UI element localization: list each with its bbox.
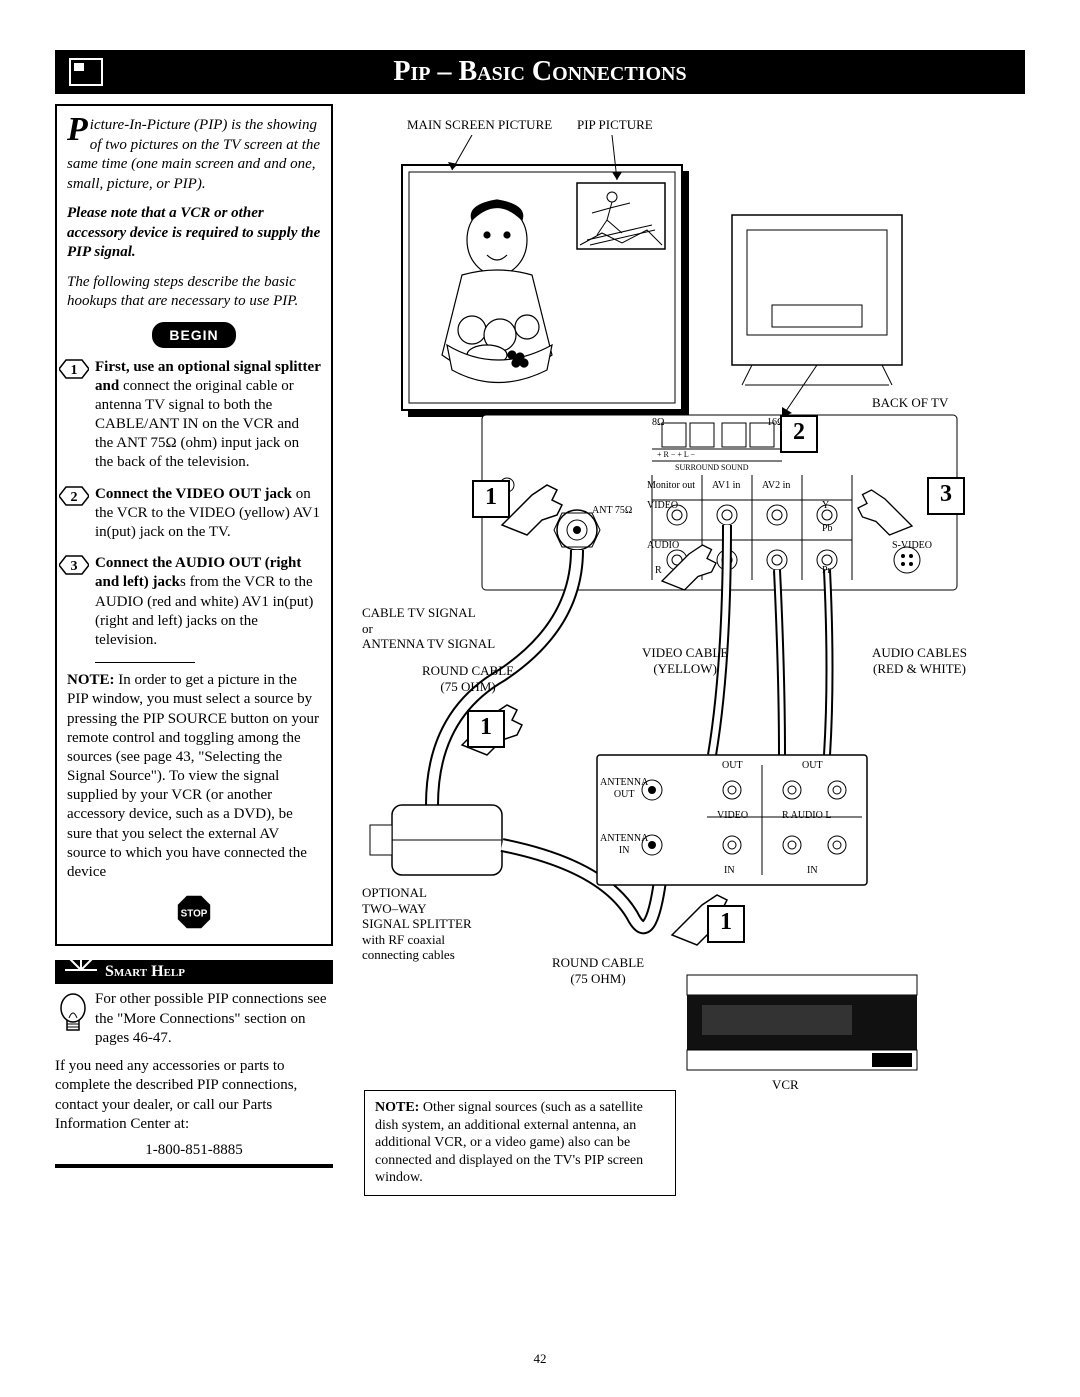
label-video-jack: VIDEO bbox=[717, 810, 748, 822]
shadow-line bbox=[55, 1164, 333, 1168]
label-audio-r: R AUDIO L bbox=[782, 810, 831, 822]
label-video-cable: VIDEO CABLE (YELLOW) bbox=[642, 645, 728, 676]
label-cable-signal: CABLE TV SIGNAL or ANTENNA TV SIGNAL bbox=[362, 605, 495, 652]
left-column: P icture-In-Picture (PIP) is the showing… bbox=[55, 104, 333, 1316]
intro-para2: Please note that a VCR or other accessor… bbox=[67, 204, 321, 263]
label-out1: OUT bbox=[722, 760, 743, 772]
label-r-j: R bbox=[655, 565, 662, 577]
label-pb: Pb bbox=[822, 523, 833, 535]
step-marker-1: 1 bbox=[59, 358, 89, 380]
svg-text:2: 2 bbox=[71, 490, 78, 505]
page-number: 42 bbox=[534, 1351, 547, 1367]
note-paragraph: NOTE: In order to get a picture in the P… bbox=[67, 671, 321, 882]
phone-number: 1-800-851-8885 bbox=[55, 1141, 333, 1161]
step-1-rest: connect the original cable or antenna TV… bbox=[95, 378, 299, 471]
step-2: 2 Connect the VIDEO OUT jack on the VCR … bbox=[67, 485, 321, 543]
rays-icon bbox=[61, 950, 101, 990]
label-round-cable2: ROUND CABLE (75 OHM) bbox=[552, 955, 644, 986]
label-8ohm: 8Ω bbox=[652, 417, 664, 429]
note-text: In order to get a picture in the PIP win… bbox=[67, 672, 319, 880]
callout-2: 2 bbox=[780, 415, 818, 453]
label-back-of-tv: BACK OF TV bbox=[872, 395, 948, 411]
lightbulb-icon bbox=[55, 990, 91, 1040]
label-main-screen: MAIN SCREEN PICTURE bbox=[407, 117, 552, 133]
label-out2: OUT bbox=[802, 760, 823, 772]
svg-text:STOP: STOP bbox=[181, 909, 208, 920]
label-vcr: VCR bbox=[772, 1077, 799, 1093]
label-surround: SURROUND SOUND bbox=[675, 463, 749, 473]
smart-help-bar: Smart Help bbox=[55, 960, 333, 984]
step-2-bold: Connect the VIDEO OUT jack bbox=[95, 486, 292, 502]
label-antenna-out: ANTENNA OUT bbox=[600, 777, 648, 801]
note-separator bbox=[95, 662, 195, 663]
label-av1-in: AV1 in bbox=[712, 480, 740, 492]
callout-1a: 1 bbox=[472, 480, 510, 518]
label-monitor-out: Monitor out bbox=[647, 480, 695, 492]
label-y: Y bbox=[822, 500, 829, 512]
label-audio-cables: AUDIO CABLES (RED & WHITE) bbox=[872, 645, 967, 676]
step-1: 1 First, use an optional signal splitter… bbox=[67, 358, 321, 473]
note-label: NOTE: bbox=[67, 672, 115, 688]
smart-help-para1: For other possible PIP connections see t… bbox=[55, 990, 333, 1049]
label-video-j: VIDEO bbox=[647, 500, 678, 512]
pip-icon bbox=[69, 58, 103, 86]
intro-para1: icture-In-Picture (PIP) is the showing o… bbox=[67, 117, 320, 192]
label-pr: Pr bbox=[822, 565, 831, 577]
label-audio-j: AUDIO bbox=[647, 540, 679, 552]
intro-para3: The following steps describe the basic h… bbox=[67, 273, 321, 312]
label-splitter: OPTIONAL TWO–WAY SIGNAL SPLITTER with RF… bbox=[362, 885, 472, 963]
label-round-cable: ROUND CABLE (75 OHM) bbox=[422, 663, 514, 694]
connection-diagram: MAIN SCREEN PICTURE PIP PICTURE BACK OF … bbox=[352, 105, 1024, 1315]
diagram-note-label: NOTE: bbox=[375, 1100, 419, 1115]
smart-help-para2: If you need any accessories or parts to … bbox=[55, 1057, 333, 1135]
callout-1b: 1 bbox=[467, 710, 505, 748]
label-in2: IN bbox=[807, 865, 818, 877]
callout-3: 3 bbox=[927, 477, 965, 515]
label-in1: IN bbox=[724, 865, 735, 877]
page-title: Pip – Basic Connections bbox=[393, 56, 686, 87]
label-svideo: S-VIDEO bbox=[892, 540, 932, 552]
smart-help-title: Smart Help bbox=[105, 963, 185, 980]
smart-help-body: For other possible PIP connections see t… bbox=[55, 990, 333, 1160]
step-3: 3 Connect the AUDIO OUT (right and left)… bbox=[67, 554, 321, 650]
label-ant75: ANT 75Ω bbox=[592, 505, 632, 517]
dropcap: P bbox=[67, 116, 90, 145]
svg-text:1: 1 bbox=[71, 363, 78, 378]
step-marker-3: 3 bbox=[59, 554, 89, 576]
label-pip-picture: PIP PICTURE bbox=[577, 117, 653, 133]
svg-text:3: 3 bbox=[71, 559, 78, 574]
label-antenna-in: ANTENNA IN bbox=[600, 833, 648, 857]
stop-badge: STOP bbox=[176, 894, 212, 930]
intro-box: P icture-In-Picture (PIP) is the showing… bbox=[55, 104, 333, 946]
callout-1c: 1 bbox=[707, 905, 745, 943]
diagram-note-box: NOTE: Other signal sources (such as a sa… bbox=[364, 1090, 676, 1196]
label-rl: + R − + L − bbox=[657, 450, 695, 460]
right-column: MAIN SCREEN PICTURE PIP PICTURE BACK OF … bbox=[351, 104, 1025, 1316]
step-marker-2: 2 bbox=[59, 485, 89, 507]
page-title-bar: Pip – Basic Connections bbox=[55, 50, 1025, 94]
begin-badge: BEGIN bbox=[152, 322, 236, 348]
label-av2-in: AV2 in bbox=[762, 480, 790, 492]
